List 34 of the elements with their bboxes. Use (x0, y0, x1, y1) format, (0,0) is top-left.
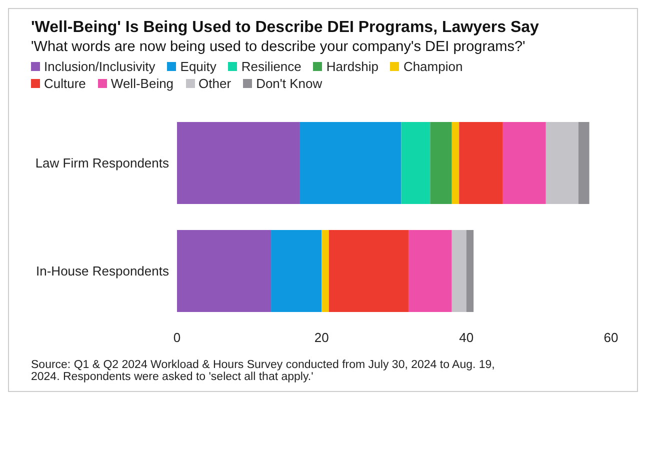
legend-label: Don't Know (255, 76, 322, 91)
bar (328, 230, 408, 312)
bar (322, 230, 329, 312)
bar (546, 122, 578, 204)
chart-subtitle: 'What words are now being used to describe your company's DEI programs?' (30, 39, 526, 55)
legend-label: Hardship (325, 59, 378, 74)
legend-label: Other (198, 76, 232, 91)
bar (578, 122, 590, 204)
y-tick-label: Law Firm Respondents (35, 156, 170, 171)
legend-label: Champion (402, 59, 463, 74)
bar (300, 122, 402, 204)
bar (271, 230, 322, 312)
legend-label: Culture (43, 76, 86, 91)
legend-label: Inclusion/Inclusivity (43, 59, 156, 74)
bar (177, 122, 300, 204)
bar (502, 122, 546, 204)
x-tick-label: 60 (604, 330, 618, 346)
bar (452, 230, 466, 312)
legend-label: Equity (179, 59, 216, 74)
x-tick-label: 20 (314, 330, 329, 346)
chart-title: 'Well-Being' Is Being Used to Describe DEI Programs, Lawyers Say (30, 19, 540, 37)
bar (430, 122, 452, 204)
bar (408, 230, 452, 312)
bar (466, 230, 474, 312)
y-tick-label: In-House Respondents (36, 264, 170, 279)
x-tick-label: 40 (459, 330, 474, 346)
bar (452, 122, 460, 204)
bar (401, 122, 430, 204)
legend-label: Resilience (240, 59, 302, 74)
bar (459, 122, 502, 204)
legend-label: Well-Being (110, 76, 174, 91)
source-note: Source: Q1 & Q2 2024 Workload & Hours Survey conducted from July 30, 2024 to Aug. 19, 2024. Respondents were asked to 'select all that apply.' (30, 359, 496, 383)
bar (177, 230, 272, 312)
x-tick-label: 0 (173, 330, 181, 346)
